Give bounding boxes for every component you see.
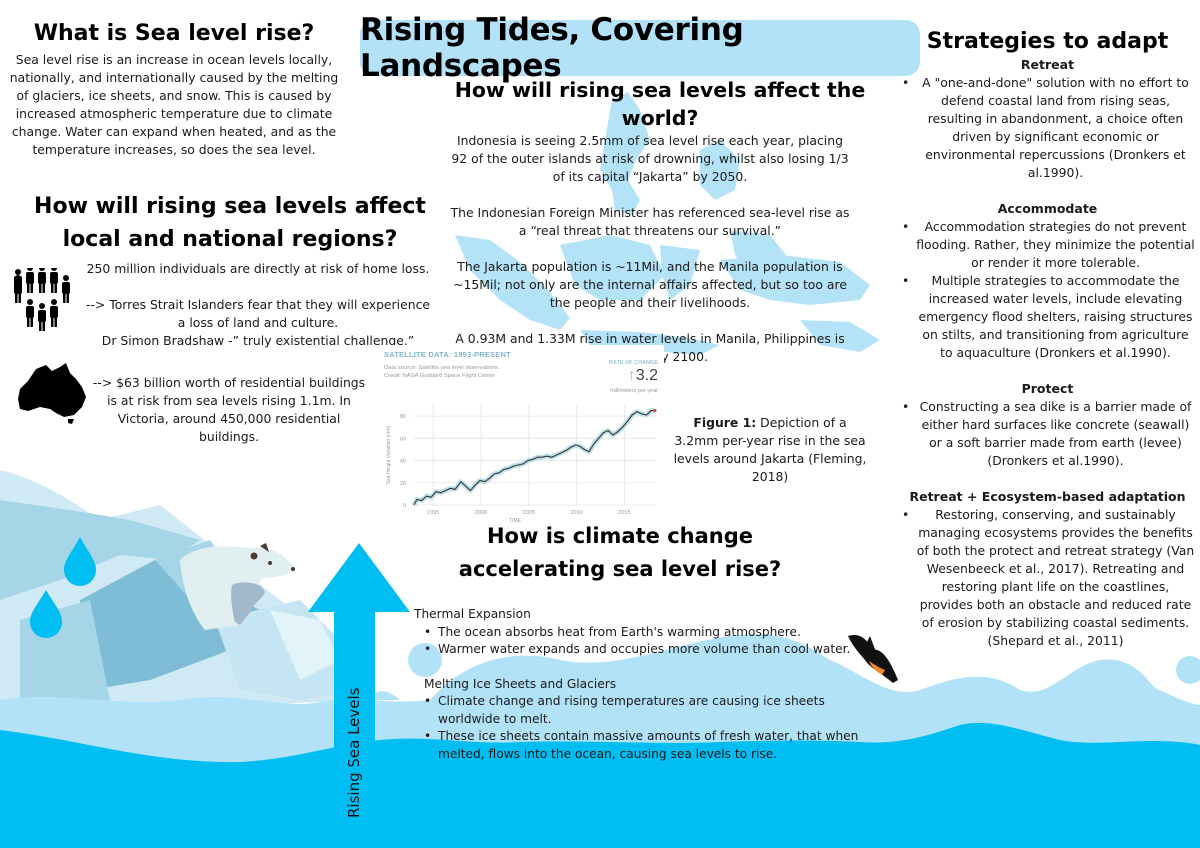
cause-section: How is climate change accelerating sea l… [440,520,800,586]
svg-text:2000: 2000 [475,510,487,516]
local-heading: How will rising sea levels affect local … [34,194,426,252]
cause-list: The ocean absorbs heat from Earth's warm… [422,624,864,659]
cause-bullet: The ocean absorbs heat from Earth's warm… [422,624,864,642]
strategies-heading: Strategies to adapt [926,29,1169,54]
strategies-section: Strategies to adapt Retreat A "one-and-d… [900,28,1195,650]
rate-label: RATE OF CHANGE [608,360,658,366]
rate-number: 3.2 [635,367,658,384]
rate-value: ↑3.2 [628,367,658,385]
world-heading: How will rising sea levels affect the wo… [454,78,866,130]
world-paragraph: The Indonesian Foreign Minister has refe… [450,205,850,238]
svg-text:0: 0 [403,503,406,509]
water-drop-icon [30,590,62,638]
svg-text:2005: 2005 [523,510,535,516]
people-group-icon [14,268,70,331]
people-line: --> Torres Strait Islanders fear that th… [85,297,431,330]
what-is-body: Sea level rise is an increase in ocean l… [9,52,339,157]
figure-label: Figure 1: [693,415,757,430]
rising-sea-levels-label: Rising Sea Levels [345,687,363,819]
world-paragraph: Indonesia is seeing 2.5mm of sea level r… [451,133,849,184]
svg-text:80: 80 [400,414,406,420]
cause-list: Climate change and rising temperatures a… [422,693,864,763]
strategy-list: Accommodation strategies do not prevent … [900,218,1195,362]
chart-plot: 0 20 40 60 80 1995 2000 2005 2010 2015 TIME Sea Hei… [386,405,657,523]
up-arrow-icon: ↑ [627,367,636,384]
poster-title: Rising Tides, Covering Landscapes [360,12,744,84]
rising-arrow-icon [308,543,410,848]
people-line: Dr Simon Bradshaw -” truly existential c… [101,333,415,348]
strategy-title-retreat: Retreat [1020,57,1075,72]
figure-caption-text: Depiction of a 3.2mm per-year rise in th… [673,415,867,484]
cause-subtitle: Melting Ice Sheets and Glaciers [424,676,617,691]
figure-caption: Figure 1: Depiction of a 3.2mm per-year … [672,414,868,486]
world-paragraph: The Jakarta population is ~11Mil, and th… [453,259,847,310]
australia-map-icon [18,363,86,424]
australia-text: --> $63 billion worth of residential bui… [92,375,366,444]
chart-title: SATELLITE DATA: 1993-PRESENT [384,350,511,359]
people-text: 250 million individuals are directly at … [84,260,432,350]
water-drop-icon [64,537,96,586]
svg-text:20: 20 [400,481,406,487]
polar-bear-illustration [180,543,295,630]
svg-text:2010: 2010 [570,510,582,516]
local-section: How will rising sea levels affect local … [20,190,440,256]
poster-title-box: Rising Tides, Covering Landscapes [360,12,920,84]
strategy-title-ecosystem: Retreat + Ecosystem-based adaptation [909,489,1186,504]
strategy-bullet: A "one-and-done" solution with no effort… [900,74,1195,182]
chart-credit: Credit: NASA Goddard Space Flight Center [384,373,496,379]
chart-subtitle: Data source: Satellite sea level observa… [384,364,500,380]
svg-text:1995: 1995 [427,510,439,516]
svg-text:40: 40 [400,459,406,465]
strategy-bullet: Accommodation strategies do not prevent … [900,218,1195,272]
strategy-bullet: Constructing a sea dike is a barrier mad… [900,398,1195,470]
people-line: 250 million individuals are directly at … [86,261,430,276]
strategy-bullet: Multiple strategies to accommodate the i… [900,272,1195,362]
iceberg-scene [0,470,360,720]
svg-text:60: 60 [400,436,406,442]
what-is-heading: What is Sea level rise? [33,21,315,46]
svg-text:Sea Height Variation (mm): Sea Height Variation (mm) [386,425,392,484]
strategy-list: Restoring, conserving, and sustainably m… [900,506,1195,650]
strategies-body: Retreat A "one-and-done" solution with n… [900,56,1195,650]
deep-wave [0,722,1200,848]
sea-level-chart: SATELLITE DATA: 1993-PRESENT Data source… [372,345,664,523]
southeast-asia-map [455,92,880,355]
world-section: How will rising sea levels affect the wo… [450,76,870,132]
cause-bullet: Climate change and rising temperatures a… [422,693,864,728]
svg-text:2015: 2015 [618,510,630,516]
svg-text:TIME: TIME [509,518,522,523]
strategy-list: A "one-and-done" solution with no effort… [900,74,1195,182]
cause-heading: How is climate change accelerating sea l… [458,524,782,581]
rate-unit: millimeters per year [610,388,658,394]
cause-bullet: Warmer water expands and occupies more v… [422,641,864,659]
what-is-section: What is Sea level rise? Sea level rise i… [8,20,340,159]
world-body: Indonesia is seeing 2.5mm of sea level r… [450,132,850,366]
cause-subtitle: Thermal Expansion [414,607,531,621]
chart-source: Data source: Satellite sea level observa… [384,365,500,371]
cause-bullet: These ice sheets contain massive amounts… [422,728,864,763]
strategy-list: Constructing a sea dike is a barrier mad… [900,398,1195,470]
strategy-title-accommodate: Accommodate [997,201,1098,216]
cause-body: Thermal Expansion The ocean absorbs heat… [414,606,864,763]
strategy-bullet: Restoring, conserving, and sustainably m… [900,506,1195,650]
strategy-title-protect: Protect [1021,381,1074,396]
